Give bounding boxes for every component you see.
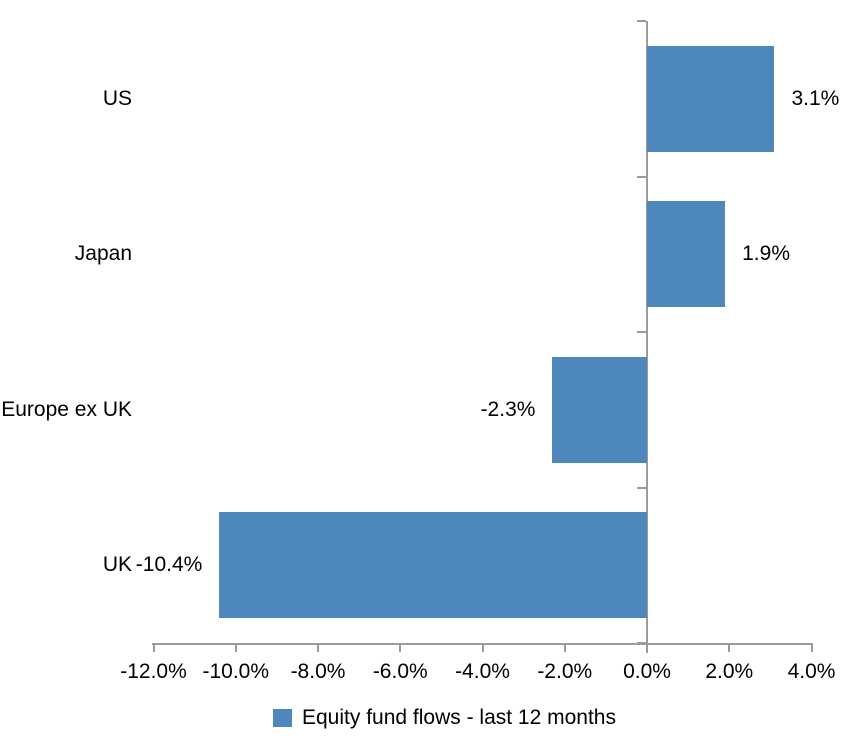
x-tick: [481, 643, 484, 652]
x-tick: [317, 643, 319, 652]
x-tick-label: -10.0%: [202, 660, 270, 683]
bar-value-label: -10.4%: [135, 553, 203, 577]
x-tick-label: -4.0%: [455, 660, 510, 683]
x-tick-label: -12.0%: [120, 660, 187, 683]
x-tick: [646, 643, 648, 652]
x-tick: [152, 643, 155, 652]
y-tick: [637, 20, 646, 22]
x-tick-label: 0.0%: [623, 660, 671, 683]
category-label: Europe ex UK: [1, 397, 132, 421]
category-label: UK: [102, 553, 132, 577]
legend-marker-icon: [273, 709, 292, 727]
y-tick: [637, 642, 646, 644]
x-tick-label: -6.0%: [372, 660, 428, 683]
bar: [552, 356, 647, 463]
category-label: US: [102, 86, 132, 110]
bar: [219, 512, 647, 619]
category-label: Japan: [74, 242, 132, 266]
x-tick-label: 2.0%: [705, 660, 754, 683]
x-tick: [810, 643, 813, 652]
legend: Equity fund flows - last 12 months: [273, 705, 616, 731]
x-tick: [563, 643, 566, 652]
x-tick: [399, 643, 402, 652]
x-tick-label: 4.0%: [787, 660, 836, 683]
y-tick: [637, 486, 646, 489]
bar-value-label: -2.3%: [480, 397, 536, 421]
y-tick: [637, 175, 646, 178]
bar-value-label: 1.9%: [742, 242, 790, 266]
x-tick-label: -2.0%: [537, 660, 593, 683]
legend-label: Equity fund flows - last 12 months: [302, 706, 616, 729]
y-tick: [637, 331, 646, 333]
bar: [647, 45, 775, 152]
bar-value-label: 3.1%: [791, 86, 840, 110]
x-tick: [728, 643, 731, 652]
x-tick: [234, 643, 237, 652]
x-tick-label: -8.0%: [290, 660, 346, 683]
bar: [647, 201, 726, 308]
y-axis-line: [646, 21, 648, 653]
